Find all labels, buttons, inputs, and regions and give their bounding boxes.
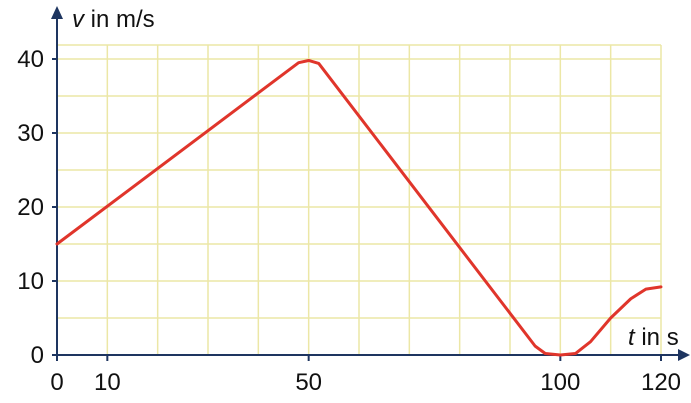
x-tick-label: 10 xyxy=(94,369,121,396)
x-axis-title: t in s xyxy=(628,324,679,351)
x-axis-variable: t xyxy=(628,324,636,351)
y-axis-arrow-icon xyxy=(51,6,63,19)
y-tick-label: 30 xyxy=(17,120,44,147)
x-tick-label: 0 xyxy=(50,369,63,396)
y-axis-title: v in m/s xyxy=(72,6,155,33)
chart-axes xyxy=(51,6,690,361)
y-tick-label: 40 xyxy=(17,46,44,73)
velocity-curve xyxy=(55,58,663,357)
x-axis-arrow-icon xyxy=(678,349,690,361)
y-tick-labels: 0 10 20 30 40 xyxy=(17,46,57,369)
x-tick-label: 120 xyxy=(641,369,681,396)
x-tick-label: 100 xyxy=(540,369,580,396)
y-tick-label: 20 xyxy=(17,194,44,221)
x-tick-label: 50 xyxy=(295,369,322,396)
y-axis-variable: v xyxy=(72,6,86,33)
y-tick-label: 0 xyxy=(31,342,44,369)
x-tick-labels: 0 10 50 100 120 xyxy=(50,355,681,396)
y-tick-label: 10 xyxy=(17,268,44,295)
y-axis-unit: in m/s xyxy=(84,6,155,33)
x-axis-unit: in s xyxy=(635,324,679,351)
chart-grid xyxy=(57,44,662,355)
chart-series xyxy=(55,58,663,357)
